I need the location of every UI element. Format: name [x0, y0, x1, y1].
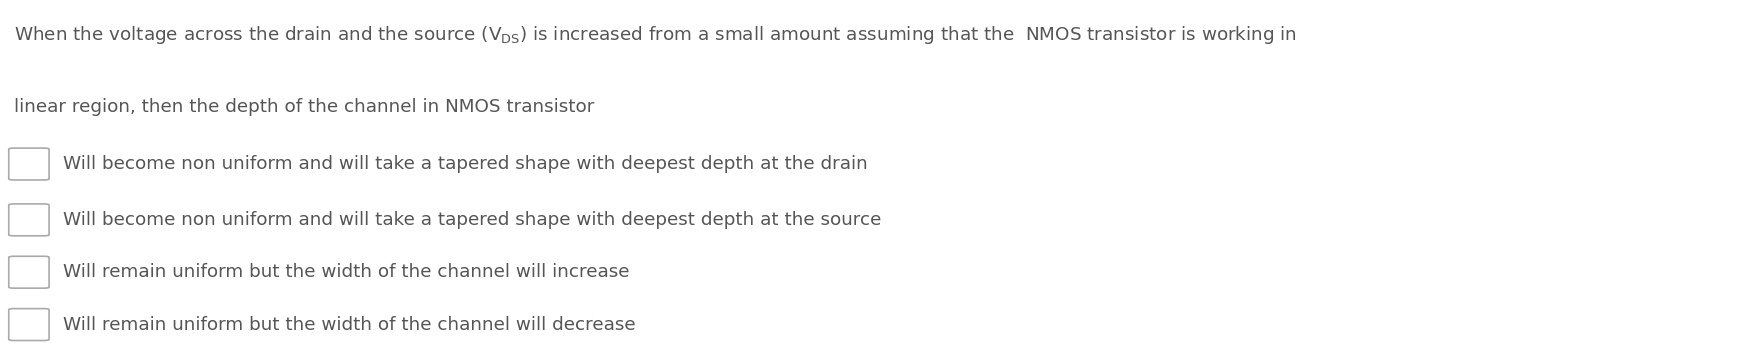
- Text: When the voltage across the drain and the source (V$_{\mathrm{DS}}$) is increase: When the voltage across the drain and th…: [14, 24, 1297, 46]
- Text: Will remain uniform but the width of the channel will decrease: Will remain uniform but the width of the…: [63, 315, 636, 334]
- Text: Will become non uniform and will take a tapered shape with deepest depth at the : Will become non uniform and will take a …: [63, 211, 882, 229]
- Text: linear region, then the depth of the channel in NMOS transistor: linear region, then the depth of the cha…: [14, 98, 594, 116]
- Text: Will become non uniform and will take a tapered shape with deepest depth at the : Will become non uniform and will take a …: [63, 155, 868, 173]
- Text: Will remain uniform but the width of the channel will increase: Will remain uniform but the width of the…: [63, 263, 629, 281]
